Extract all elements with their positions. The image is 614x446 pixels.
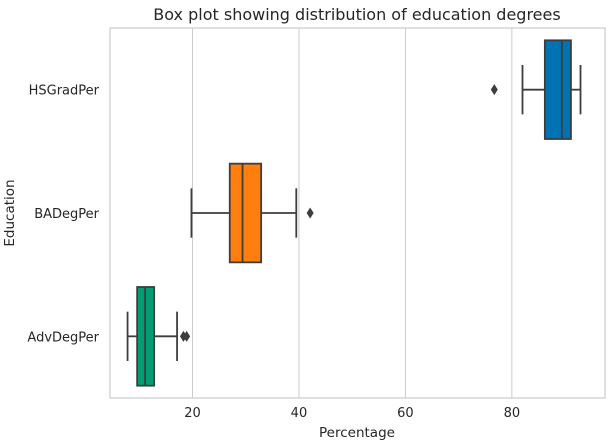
- y-tick-label: AdvDegPer: [27, 330, 99, 345]
- x-tick-label: 60: [397, 406, 414, 421]
- outlier-point: [490, 84, 498, 96]
- y-axis-label: Education: [2, 179, 18, 246]
- box-group: [126, 286, 191, 387]
- y-tick-label: HSGradPer: [29, 84, 100, 99]
- y-tick-label: BADegPer: [34, 207, 99, 222]
- box-group: [190, 162, 314, 264]
- x-tick-label: 40: [291, 406, 308, 421]
- chart-title: Box plot showing distribution of educati…: [153, 5, 560, 24]
- box-iqr: [228, 162, 263, 264]
- x-tick-label: 80: [504, 406, 521, 421]
- x-tick-labels: 20 40 60 80: [184, 406, 520, 421]
- x-axis-label: Percentage: [319, 425, 395, 441]
- boxes: [126, 39, 582, 387]
- y-tick-labels: HSGradPer BADegPer AdvDegPer: [27, 84, 99, 346]
- plot-area: [109, 27, 606, 399]
- outlier-point: [306, 207, 314, 219]
- x-tick-label: 20: [184, 406, 201, 421]
- box-iqr: [543, 39, 572, 140]
- box-group: [490, 39, 582, 140]
- plot-border: [109, 27, 606, 399]
- outlier-point: [183, 330, 191, 342]
